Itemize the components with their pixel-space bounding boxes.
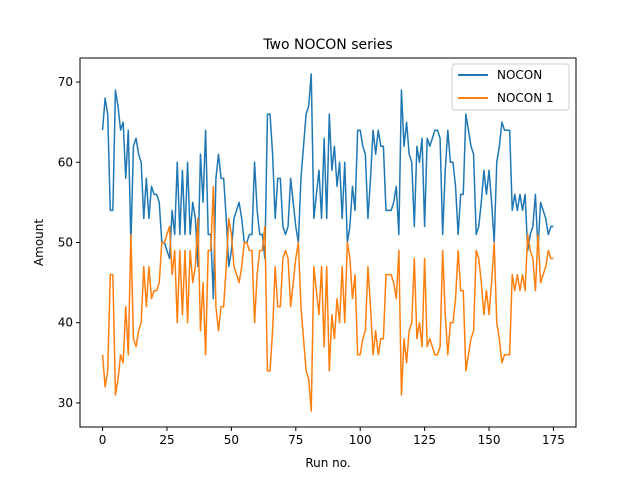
x-tick-label: 125 — [413, 433, 436, 447]
x-axis-label: Run no. — [305, 456, 350, 470]
y-tick-label: 60 — [58, 155, 73, 169]
x-axis: 0 25 50 75 100 125 150 175 — [99, 427, 565, 447]
chart-title: Two NOCON series — [262, 37, 392, 53]
legend-label-nocon-1: NOCON 1 — [497, 91, 554, 105]
x-tick-label: 150 — [478, 433, 501, 447]
x-tick-label: 25 — [159, 433, 174, 447]
y-tick-label: 40 — [58, 316, 73, 330]
legend: NOCON NOCON 1 — [451, 63, 570, 111]
x-tick-label: 0 — [99, 433, 107, 447]
y-tick-label: 70 — [58, 75, 73, 89]
y-tick-label: 30 — [58, 396, 73, 410]
series-layer — [101, 73, 554, 412]
series-line-nocon — [101, 73, 554, 300]
x-tick-label: 175 — [542, 433, 565, 447]
series-line-nocon-1 — [101, 185, 554, 412]
y-axis-label: Amount — [32, 219, 46, 266]
y-tick-label: 50 — [58, 236, 73, 250]
legend-label-nocon: NOCON — [497, 68, 542, 82]
y-axis: 30 40 50 60 70 — [58, 75, 80, 410]
x-tick-label: 100 — [349, 433, 372, 447]
x-tick-label: 50 — [224, 433, 239, 447]
x-tick-label: 75 — [288, 433, 303, 447]
